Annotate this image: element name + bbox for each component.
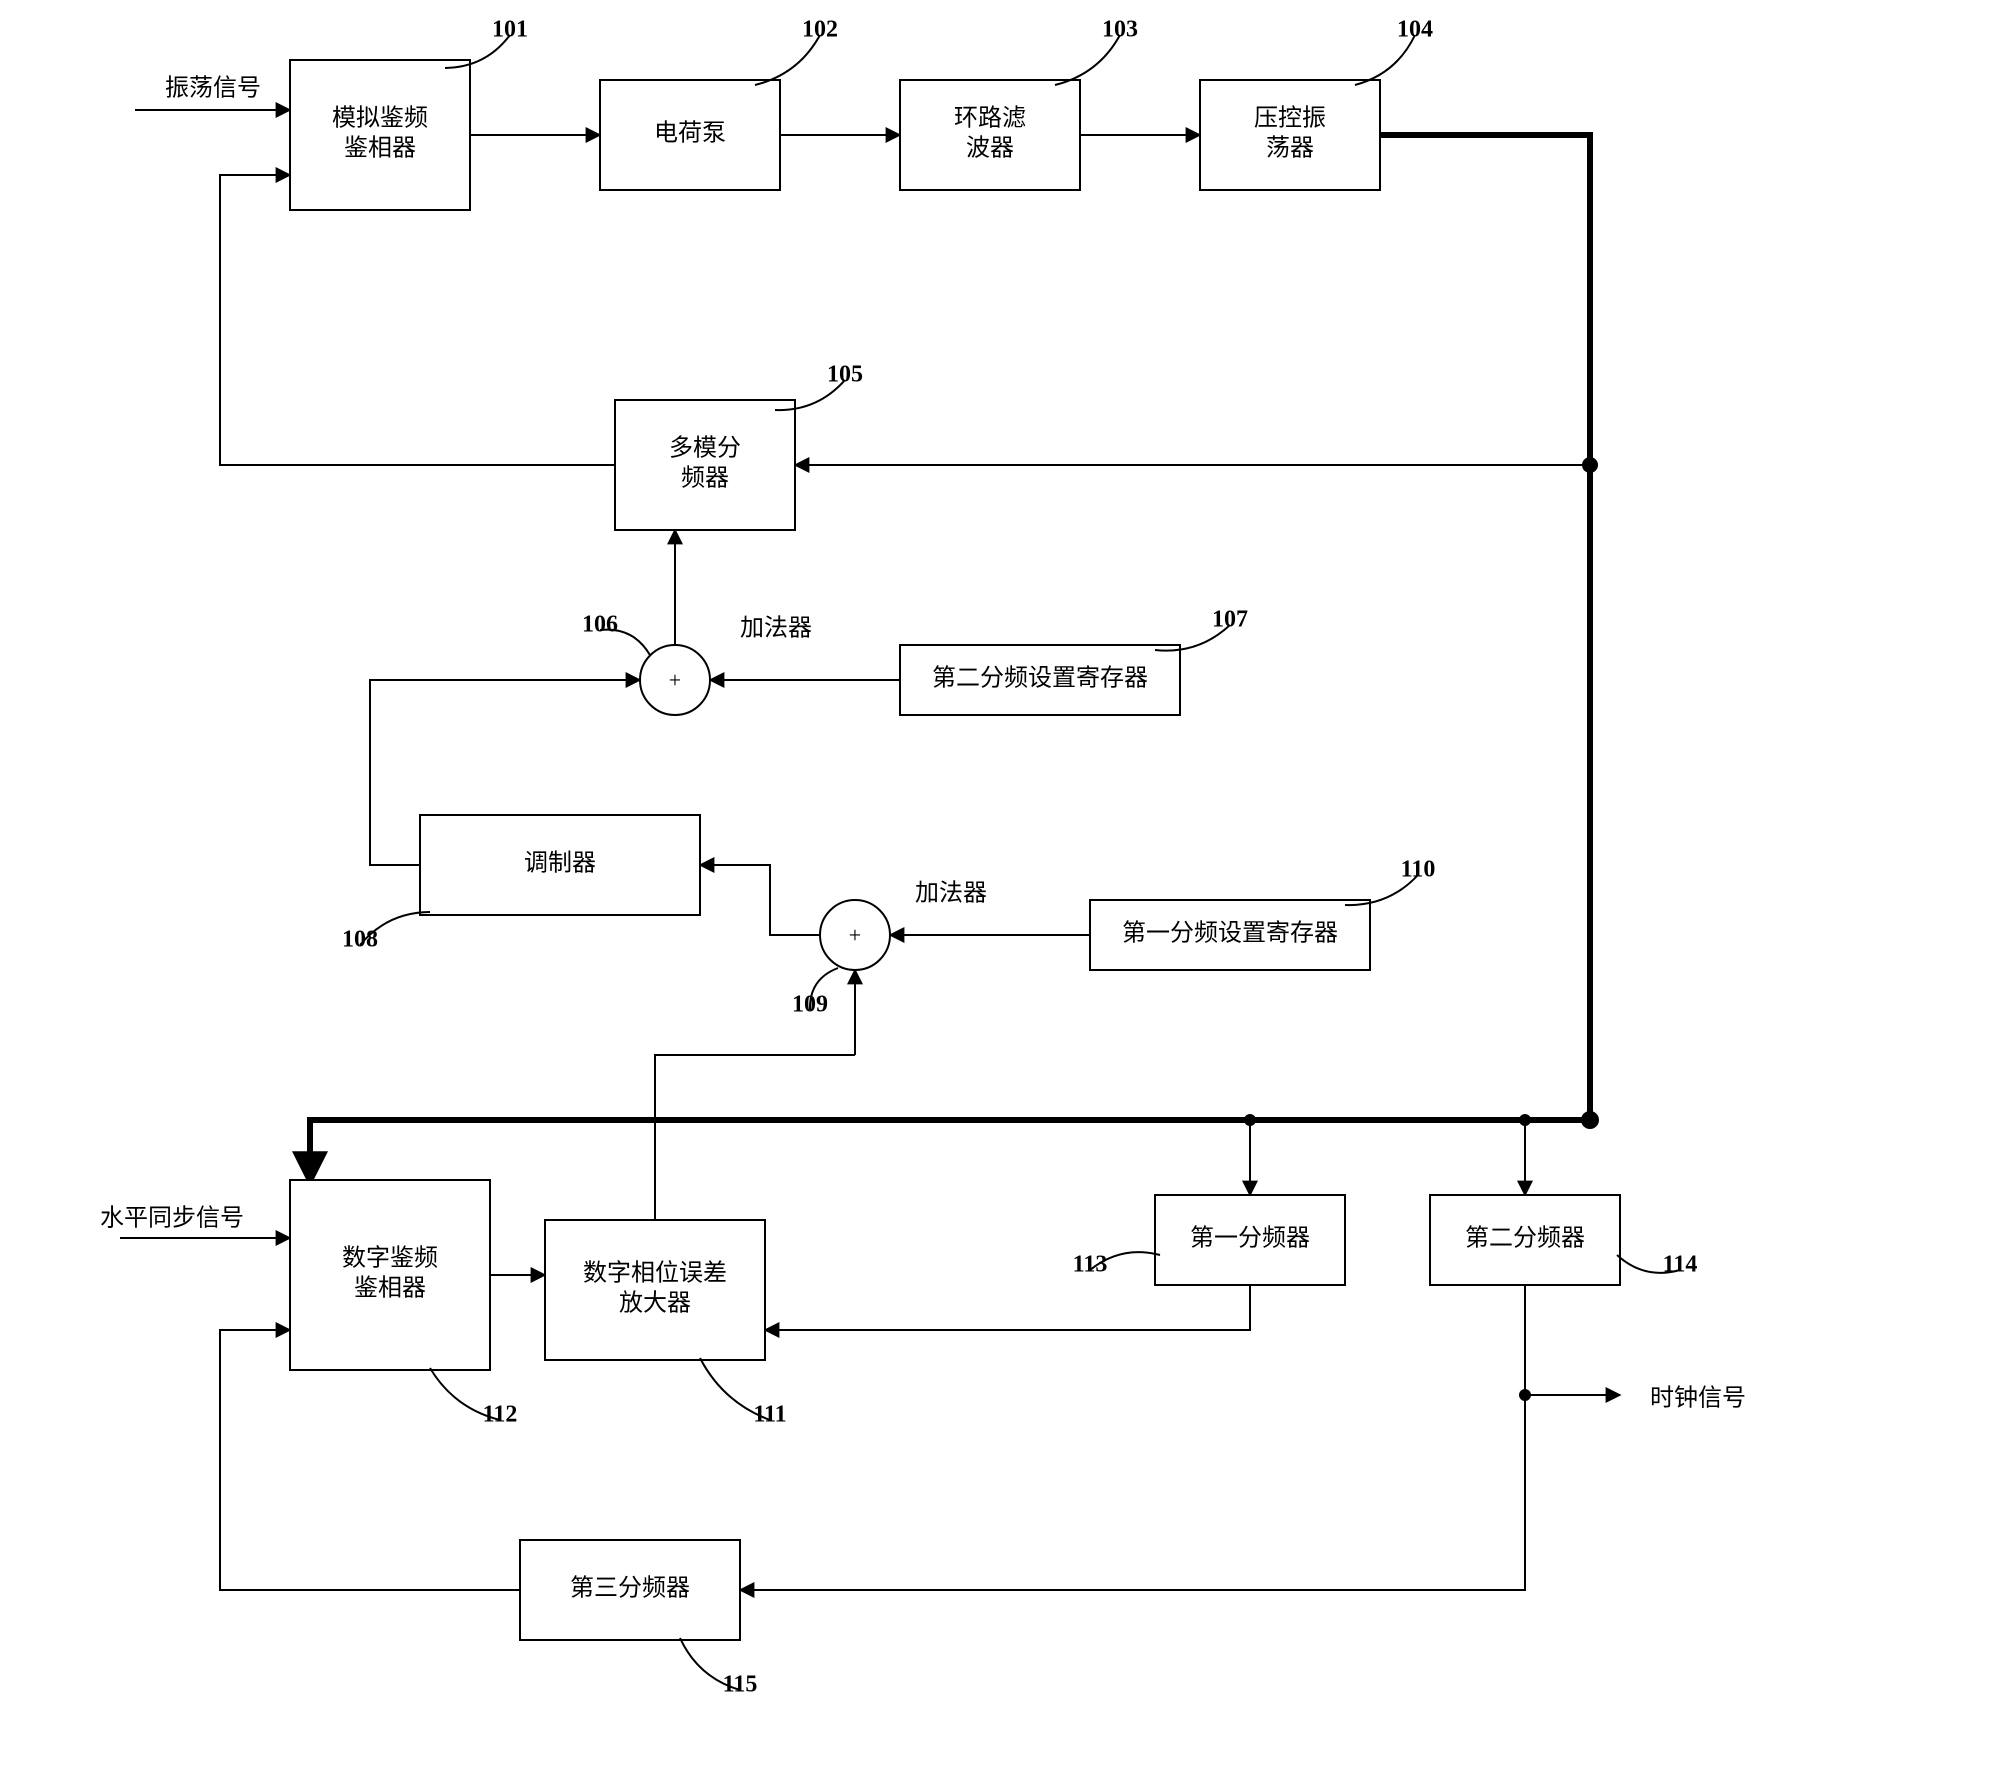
block-112: 数字鉴频鉴相器: [290, 1180, 490, 1370]
leader-109: 109: [792, 968, 838, 1018]
num-108: 108: [342, 927, 378, 953]
num-104: 104: [1397, 17, 1433, 43]
leader-104: 104: [1355, 17, 1433, 86]
block-115: 第三分频器: [520, 1540, 740, 1640]
block-102-line0: 电荷泵: [654, 120, 726, 147]
block-110: 第一分频设置寄存器: [1090, 900, 1370, 970]
num-102: 102: [802, 17, 838, 43]
block-108-line0: 调制器: [524, 850, 596, 877]
leader-107: 107: [1155, 607, 1248, 651]
block-101-line0: 模拟鉴频: [332, 105, 428, 132]
block-113-line0: 第一分频器: [1190, 1225, 1310, 1252]
num-101: 101: [492, 17, 528, 43]
block-111-line1: 放大器: [619, 1290, 691, 1317]
num-110: 110: [1401, 857, 1436, 883]
block-101: 模拟鉴频鉴相器: [290, 60, 470, 210]
block-108: 调制器: [420, 815, 700, 915]
wire-105-to-101: [220, 175, 615, 465]
label-adder-106: 加法器: [740, 615, 812, 642]
block-105-line0: 多模分: [669, 435, 741, 462]
num-112: 112: [483, 1402, 518, 1428]
block-103: 环路滤波器: [900, 80, 1080, 190]
num-109: 109: [792, 992, 828, 1018]
wire-111-up-seg: [655, 1055, 855, 1220]
block-103-line1: 波器: [966, 135, 1014, 162]
block-101-line1: 鉴相器: [344, 135, 416, 162]
block-103-line0: 环路滤: [954, 105, 1026, 132]
leader-110: 110: [1345, 857, 1435, 906]
block-107: 第二分频设置寄存器: [900, 645, 1180, 715]
svg-text:+: +: [669, 668, 681, 693]
block-114: 第二分频器: [1430, 1195, 1620, 1285]
svg-text:+: +: [849, 923, 861, 948]
leader-111: 111: [700, 1358, 787, 1428]
label-osc-signal: 振荡信号: [165, 75, 261, 102]
num-103: 103: [1102, 17, 1138, 43]
block-111-line0: 数字相位误差: [583, 1260, 727, 1287]
num-106: 106: [582, 612, 618, 638]
block-111: 数字相位误差放大器: [545, 1220, 765, 1360]
block-104-line1: 荡器: [1266, 135, 1314, 162]
adder-106: +: [640, 645, 710, 715]
block-115-line0: 第三分频器: [570, 1575, 690, 1602]
block-104-line0: 压控振: [1254, 105, 1326, 132]
block-105: 多模分频器: [615, 400, 795, 530]
leader-113: 113: [1073, 1252, 1160, 1278]
leader-114: 114: [1617, 1252, 1697, 1278]
leader-106: 106: [582, 612, 650, 656]
block-105-line1: 频器: [681, 465, 729, 492]
block-114-line0: 第二分频器: [1465, 1225, 1585, 1252]
leader-112: 112: [430, 1368, 517, 1428]
leader-108: 108: [342, 912, 430, 953]
adder-109: +: [820, 900, 890, 970]
block-104: 压控振荡器: [1200, 80, 1380, 190]
num-114: 114: [1663, 1252, 1698, 1278]
block-107-line0: 第二分频设置寄存器: [932, 665, 1148, 692]
block-112-line0: 数字鉴频: [342, 1245, 438, 1272]
label-clock-signal: 时钟信号: [1650, 1385, 1746, 1412]
block-102: 电荷泵: [600, 80, 780, 190]
num-105: 105: [827, 362, 863, 388]
num-107: 107: [1212, 607, 1248, 633]
wire-113-to-111: [765, 1285, 1250, 1330]
num-115: 115: [723, 1672, 758, 1698]
leader-102: 102: [755, 17, 838, 86]
block-110-line0: 第一分频设置寄存器: [1122, 920, 1338, 947]
label-hsync-signal: 水平同步信号: [100, 1205, 244, 1232]
leader-103: 103: [1055, 17, 1138, 86]
num-113: 113: [1073, 1252, 1108, 1278]
block-112-line1: 鉴相器: [354, 1275, 426, 1302]
wire-109-to-108: [700, 865, 820, 935]
block-113: 第一分频器: [1155, 1195, 1345, 1285]
leader-115: 115: [680, 1638, 757, 1698]
junction-bus-1120: [1581, 1111, 1599, 1129]
num-111: 111: [753, 1402, 786, 1428]
label-adder-109: 加法器: [915, 880, 987, 907]
